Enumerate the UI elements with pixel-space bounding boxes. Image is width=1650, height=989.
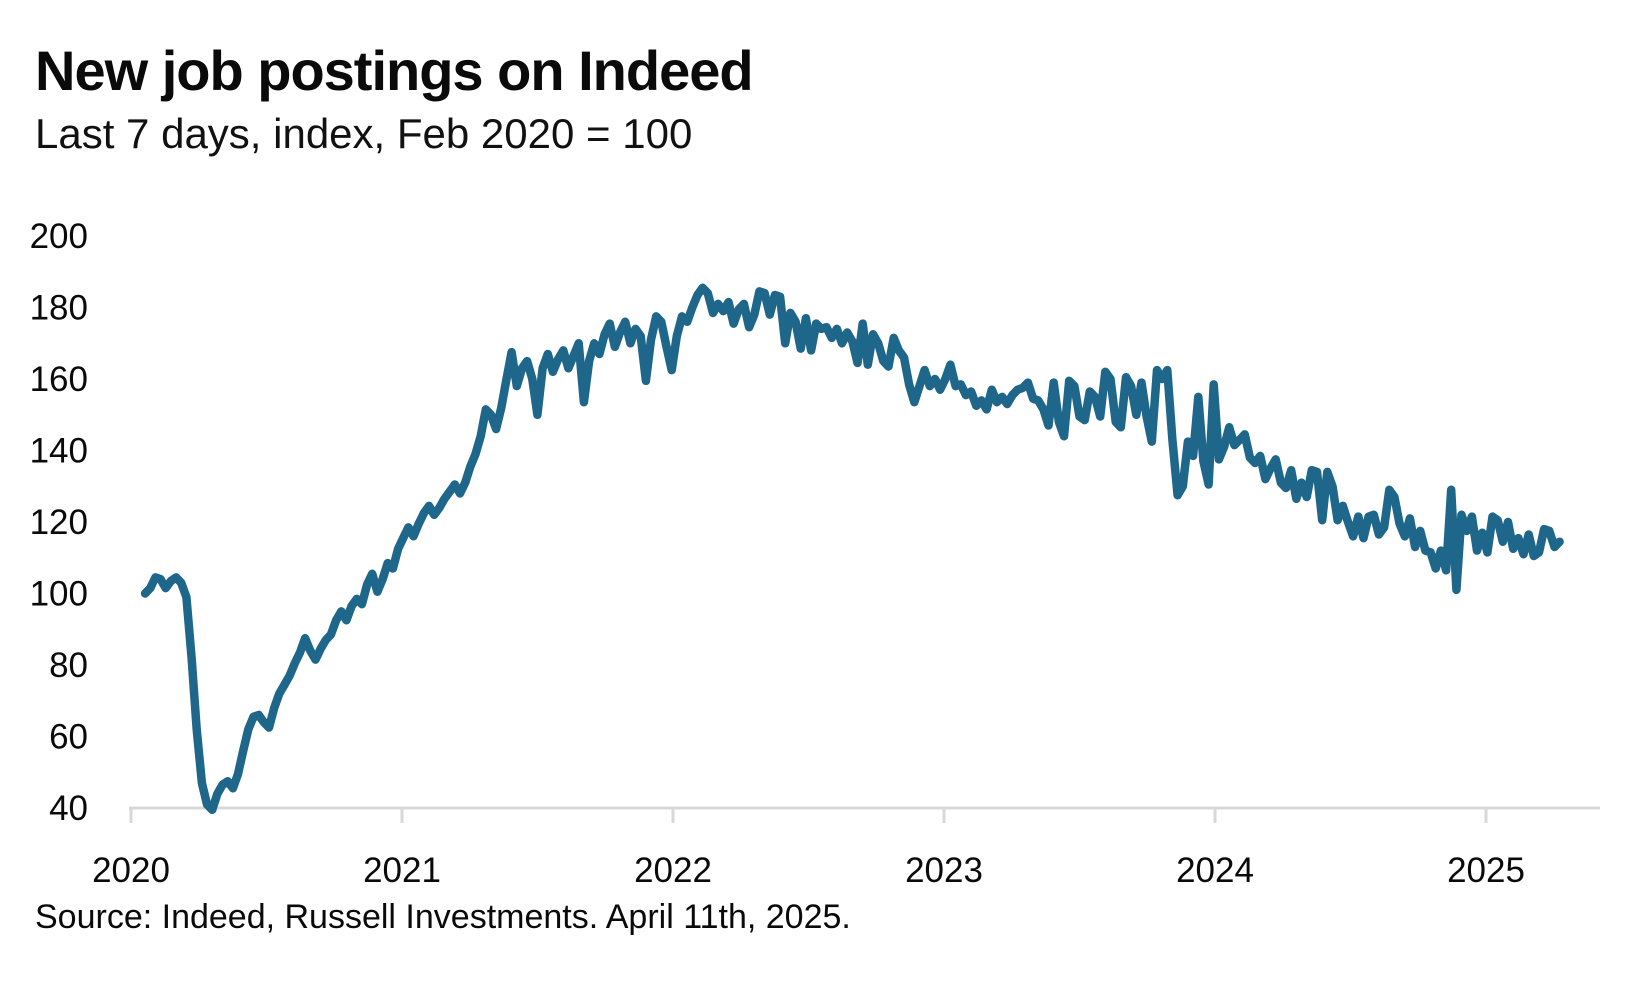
y-tick-label-140: 140 [30,432,88,471]
x-tick-label-2023: 2023 [905,851,983,890]
x-tick-label-2024: 2024 [1176,851,1254,890]
chart-title: New job postings on Indeed [35,39,754,102]
y-tick-label-160: 160 [30,360,88,399]
y-tick-label-100: 100 [30,575,88,614]
y-tick-label-60: 60 [49,718,88,757]
chart-subtitle: Last 7 days, index, Feb 2020 = 100 [35,110,693,157]
x-axis-ticks [129,808,1488,823]
y-tick-label-120: 120 [30,503,88,542]
data-line-job-postings [140,283,1564,815]
y-tick-label-180: 180 [30,289,88,328]
x-tick-label-2021: 2021 [363,851,441,890]
y-axis-tick-labels: 40 60 80 100 120 140 160 180 200 [30,217,88,828]
source-note: Source: Indeed, Russell Investments. Apr… [35,898,851,936]
x-tick-label-2020: 2020 [92,851,170,890]
x-tick-label-2025: 2025 [1447,851,1525,890]
x-tick-label-2022: 2022 [634,851,712,890]
x-axis-tick-labels: 2020 2021 2022 2023 2024 2025 [92,851,1525,890]
y-tick-label-200: 200 [30,217,88,256]
y-tick-label-40: 40 [49,789,88,828]
y-tick-label-80: 80 [49,646,88,685]
